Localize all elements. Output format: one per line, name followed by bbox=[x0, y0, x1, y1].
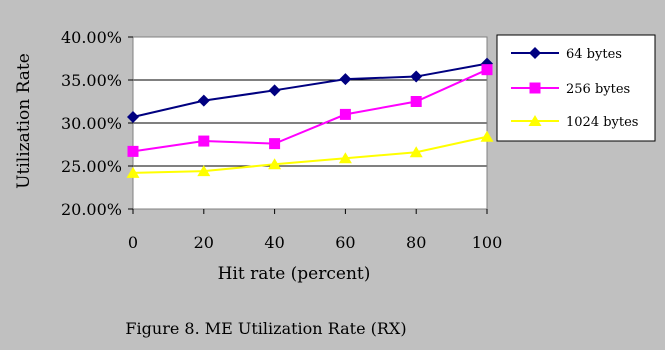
data-point-0-3 bbox=[339, 73, 352, 86]
figure-caption: Figure 8. ME Utilization Rate (RX) bbox=[125, 319, 406, 338]
data-point-1-1 bbox=[198, 135, 210, 147]
data-point-0-5 bbox=[481, 57, 493, 70]
legend-label-1: 256 bytes bbox=[566, 82, 630, 97]
series-line-2 bbox=[132, 135, 488, 174]
x-tick-label-1: 20 bbox=[194, 233, 214, 252]
x-tick-label-4: 80 bbox=[406, 233, 426, 252]
data-point-2-1 bbox=[197, 165, 211, 177]
series-line-0 bbox=[132, 62, 488, 118]
data-point-2-5 bbox=[480, 130, 494, 142]
legend-marker-2 bbox=[528, 115, 542, 126]
y-axis-label: Utilization Rate bbox=[14, 53, 34, 189]
series-0 bbox=[127, 57, 493, 123]
y-axis-ticks: 20.00% 25.00% 30.00% 35.00% 40.00% bbox=[61, 28, 133, 219]
y-tick-label-1: 25.00% bbox=[61, 157, 122, 176]
legend-marker-0 bbox=[529, 47, 541, 59]
data-point-2-0 bbox=[126, 166, 140, 178]
y-tick-label-3: 35.00% bbox=[61, 71, 122, 90]
data-point-1-3 bbox=[339, 108, 351, 120]
series-2 bbox=[126, 130, 494, 178]
data-point-0-4 bbox=[410, 70, 423, 83]
legend-label-0: 64 bytes bbox=[566, 47, 622, 62]
x-tick-label-2: 40 bbox=[264, 233, 284, 252]
legend: 64 bytes 256 bytes 1024 bytes bbox=[496, 34, 656, 142]
data-point-1-0 bbox=[127, 145, 139, 157]
data-point-2-4 bbox=[409, 146, 423, 158]
series-1 bbox=[127, 64, 493, 157]
data-point-0-2 bbox=[268, 84, 281, 97]
x-axis-ticks: 0 20 40 60 80 100 bbox=[128, 209, 502, 252]
series-line-1 bbox=[132, 68, 488, 153]
data-point-1-5 bbox=[481, 64, 493, 76]
y-tick-label-0: 20.00% bbox=[61, 200, 122, 219]
x-tick-label-3: 60 bbox=[335, 233, 355, 252]
data-point-2-3 bbox=[338, 152, 352, 164]
data-point-2-2 bbox=[268, 158, 282, 170]
y-tick-label-2: 30.00% bbox=[61, 114, 122, 133]
data-point-0-1 bbox=[197, 94, 210, 107]
data-point-1-2 bbox=[269, 138, 281, 150]
x-tick-label-5: 100 bbox=[472, 233, 503, 252]
legend-label-2: 1024 bytes bbox=[566, 115, 638, 130]
data-point-0-0 bbox=[127, 110, 139, 123]
x-axis-label: Hit rate (percent) bbox=[218, 264, 371, 284]
y-tick-label-4: 40.00% bbox=[61, 28, 122, 47]
data-point-1-4 bbox=[410, 96, 422, 107]
legend-marker-1 bbox=[529, 82, 541, 94]
series-lines bbox=[126, 57, 494, 178]
x-tick-label-0: 0 bbox=[128, 233, 138, 252]
